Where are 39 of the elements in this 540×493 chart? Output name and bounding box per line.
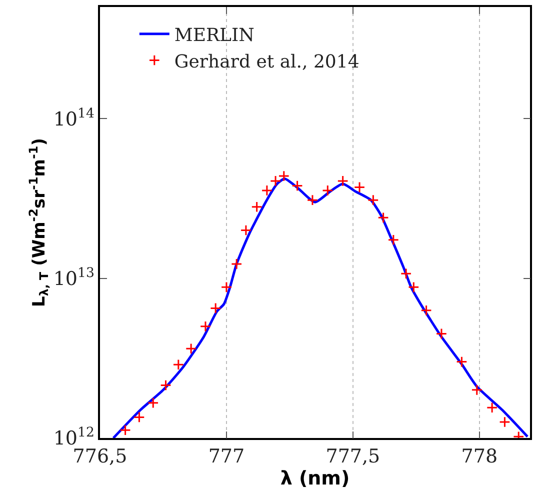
point <box>172 358 184 370</box>
point <box>322 184 334 196</box>
legend-label: MERLIN <box>174 24 254 46</box>
point <box>210 302 222 314</box>
point <box>306 194 318 206</box>
point <box>230 258 242 270</box>
legend-label: Gerhard et al., 2014 <box>174 51 360 72</box>
point <box>354 182 366 193</box>
point <box>278 170 290 182</box>
point <box>456 356 468 368</box>
y-tick-label: 10$^{14}$ <box>53 106 94 130</box>
point <box>408 282 420 293</box>
point <box>471 384 483 396</box>
x-tick-label: 778 <box>461 446 498 468</box>
point <box>147 397 159 408</box>
point <box>368 194 379 206</box>
point <box>120 424 131 436</box>
x-axis-title: λ (nm) <box>280 468 350 490</box>
point <box>200 320 212 332</box>
point <box>251 201 262 213</box>
point <box>220 282 232 293</box>
point <box>134 412 145 423</box>
x-tick-label: 777,5 <box>326 446 380 468</box>
point <box>436 328 448 340</box>
point <box>337 175 348 187</box>
point <box>400 268 412 280</box>
point <box>240 224 252 236</box>
point <box>378 212 389 224</box>
point <box>185 342 197 354</box>
point <box>499 416 510 428</box>
point <box>420 304 432 316</box>
point <box>292 180 303 192</box>
point <box>486 402 498 414</box>
point <box>270 175 282 187</box>
point <box>261 184 273 196</box>
point <box>388 234 400 246</box>
y-tick-label: 10$^{13}$ <box>53 266 94 290</box>
x-tick-label: 777 <box>208 446 245 468</box>
point <box>160 380 172 391</box>
